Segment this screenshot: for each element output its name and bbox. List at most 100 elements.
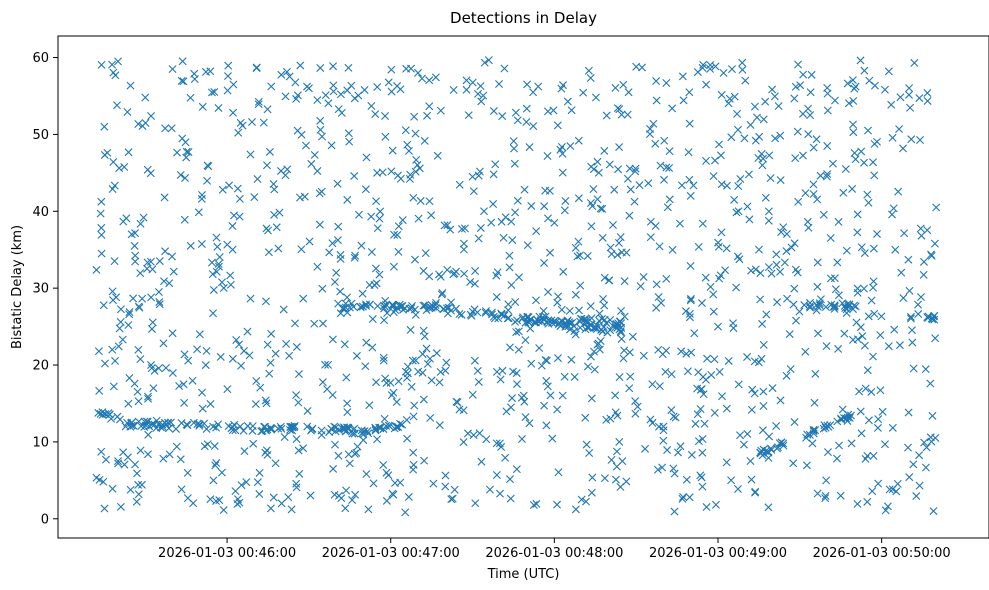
data-point <box>860 341 869 350</box>
data-point <box>763 447 772 456</box>
data-point <box>743 202 752 211</box>
data-point <box>325 248 334 257</box>
data-point <box>821 494 830 503</box>
data-point <box>340 423 349 432</box>
data-point <box>484 56 493 65</box>
data-point <box>209 422 218 431</box>
data-point <box>425 76 434 85</box>
data-point <box>842 246 851 255</box>
data-point <box>475 167 484 176</box>
data-point <box>822 476 831 485</box>
data-point <box>362 470 371 479</box>
data-point <box>759 402 768 411</box>
data-point <box>264 248 273 257</box>
data-point <box>481 308 490 317</box>
data-point <box>554 292 563 301</box>
data-point <box>219 506 228 515</box>
data-point <box>734 380 743 389</box>
data-point <box>620 346 629 355</box>
data-point <box>793 127 802 136</box>
data-point <box>429 479 438 488</box>
data-point <box>722 404 731 413</box>
data-point <box>909 364 918 373</box>
data-point <box>743 353 752 362</box>
data-point <box>109 382 118 391</box>
data-point <box>613 250 622 259</box>
data-point <box>620 277 629 286</box>
data-point <box>292 391 301 400</box>
data-point <box>659 422 668 431</box>
data-point <box>275 208 284 217</box>
data-point <box>683 367 692 376</box>
data-point <box>397 302 406 311</box>
data-point <box>863 366 872 375</box>
data-point <box>100 359 109 368</box>
data-point <box>263 105 272 114</box>
data-point <box>255 490 264 499</box>
data-point <box>659 436 668 445</box>
data-point <box>97 447 106 456</box>
data-point <box>874 479 883 488</box>
data-point <box>772 421 781 430</box>
data-point <box>165 450 174 459</box>
data-point <box>853 288 862 297</box>
data-point <box>870 171 879 180</box>
data-point <box>394 423 403 432</box>
data-point <box>299 294 308 303</box>
data-point <box>589 185 598 194</box>
data-point <box>707 371 716 379</box>
data-point <box>682 475 691 484</box>
data-point <box>581 497 590 506</box>
data-point <box>236 422 245 431</box>
data-point <box>318 132 327 141</box>
data-point <box>869 158 878 167</box>
data-point <box>753 113 762 122</box>
data-point <box>143 258 152 267</box>
data-point <box>665 147 674 156</box>
data-point <box>98 410 107 419</box>
data-point <box>198 191 206 199</box>
data-point <box>730 92 739 101</box>
data-point <box>350 172 359 181</box>
data-point <box>887 100 896 109</box>
data-point <box>587 314 596 323</box>
data-point <box>407 382 416 391</box>
data-point <box>266 504 275 513</box>
data-point <box>795 307 804 316</box>
data-point <box>237 361 246 370</box>
data-point <box>179 380 188 389</box>
data-point <box>371 110 380 119</box>
data-point <box>381 132 390 141</box>
data-point <box>131 257 140 266</box>
data-point <box>168 252 177 261</box>
data-point <box>382 300 391 309</box>
data-point <box>743 429 752 438</box>
data-point <box>235 340 244 349</box>
y-tick-label: 40 <box>32 205 49 220</box>
data-point <box>310 319 319 328</box>
data-point <box>571 330 580 339</box>
data-point <box>575 251 584 260</box>
data-point <box>263 340 272 349</box>
data-point <box>631 397 640 406</box>
data-point <box>412 155 421 164</box>
data-point <box>382 496 391 505</box>
data-point <box>657 298 666 307</box>
data-point <box>821 303 830 312</box>
data-point <box>459 438 468 447</box>
data-point <box>206 67 215 76</box>
data-point <box>505 251 514 260</box>
data-point <box>336 90 345 99</box>
data-point <box>468 172 477 181</box>
data-point <box>317 187 326 196</box>
data-point <box>433 151 442 160</box>
data-point <box>717 90 726 99</box>
y-tick-label: 50 <box>32 128 49 143</box>
data-point <box>369 479 378 488</box>
data-point <box>299 444 308 453</box>
data-point <box>485 485 494 494</box>
data-point <box>826 234 835 242</box>
data-point <box>873 423 882 432</box>
data-point <box>600 315 609 324</box>
